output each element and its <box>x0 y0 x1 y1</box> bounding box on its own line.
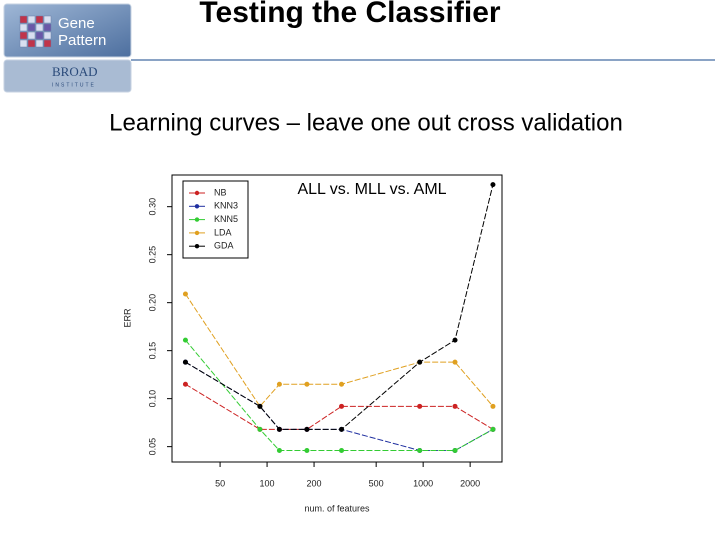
logo-text: Gene <box>58 15 95 32</box>
data-point <box>304 426 310 432</box>
y-axis-label: ERR <box>122 308 132 328</box>
series-line <box>185 383 494 430</box>
plot-frame <box>171 174 503 463</box>
legend-label: GDA <box>214 241 234 251</box>
data-point <box>417 447 423 453</box>
org-box <box>3 59 132 93</box>
legend-marker <box>194 204 200 209</box>
data-point <box>452 447 458 453</box>
x-axis-label: num. of features <box>304 503 370 513</box>
slide-subtitle: Learning curves – leave one out cross va… <box>109 109 623 136</box>
data-point <box>182 337 188 343</box>
data-point <box>339 447 345 453</box>
series-line <box>185 293 494 408</box>
data-point <box>490 403 496 409</box>
legend-marker <box>194 217 200 222</box>
data-point <box>182 359 188 365</box>
legend-marker <box>194 190 200 196</box>
data-point <box>452 359 458 365</box>
x-tick-label: 500 <box>369 478 384 488</box>
logo: Gene Pattern BROAD INSTITUTE <box>3 3 132 93</box>
data-point <box>276 381 282 387</box>
data-point <box>417 359 423 365</box>
y-tick-label: 0.05 <box>147 438 157 456</box>
data-point <box>417 403 423 409</box>
legend-label: LDA <box>214 227 232 237</box>
data-point <box>490 182 496 188</box>
x-tick-label: 2000 <box>460 478 480 488</box>
data-point <box>276 447 282 453</box>
legend-label: KNN3 <box>214 201 238 211</box>
data-point <box>257 403 263 409</box>
x-tick-label: 100 <box>260 478 275 488</box>
data-point <box>182 291 188 297</box>
legend-marker <box>194 230 200 236</box>
org-subtext: INSTITUTE <box>52 82 96 88</box>
y-tick-label: 0.20 <box>147 294 157 312</box>
legend-label: NB <box>214 187 227 197</box>
data-point <box>339 426 345 432</box>
series-line <box>185 339 494 451</box>
logo-grid <box>19 15 52 48</box>
x-tick-label: 50 <box>215 478 225 488</box>
data-point <box>304 381 310 387</box>
slide-title: Testing the Classifier <box>199 0 501 29</box>
data-point <box>276 426 282 432</box>
data-point <box>304 447 310 453</box>
y-tick-label: 0.10 <box>147 390 157 408</box>
legend-label: KNN5 <box>214 214 238 224</box>
x-tick-label: 200 <box>307 478 322 488</box>
data-point <box>452 337 458 343</box>
y-tick-label: 0.25 <box>147 246 157 264</box>
data-point <box>339 403 345 409</box>
org-text: BROAD <box>52 64 98 79</box>
data-point <box>339 381 345 387</box>
logo-text: Pattern <box>58 32 106 49</box>
legend-marker <box>194 244 200 249</box>
series-line <box>185 184 494 430</box>
data-point <box>182 381 188 387</box>
chart-title: ALL vs. MLL vs. AML <box>297 181 446 198</box>
data-point <box>257 426 263 432</box>
data-point <box>452 403 458 409</box>
x-tick-label: 1000 <box>413 478 433 488</box>
y-tick-label: 0.15 <box>147 342 157 360</box>
y-tick-label: 0.30 <box>147 198 157 216</box>
data-point <box>490 426 496 432</box>
